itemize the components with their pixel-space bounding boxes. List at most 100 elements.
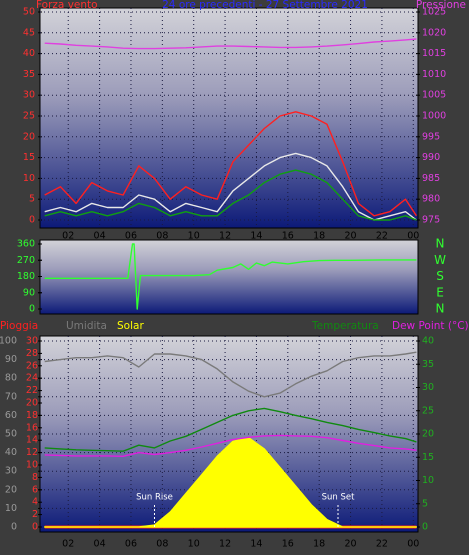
- series-line: [44, 111, 417, 217]
- x-tick-label: 00: [407, 231, 419, 242]
- x-tick-label: 02: [62, 231, 74, 242]
- y-tick-label: 15: [23, 152, 35, 163]
- chart-title: 24 ore precedenti - 27 Settembre 2021: [162, 0, 368, 11]
- x-tick-label: 18: [313, 539, 325, 550]
- y-tick-label: 20: [5, 484, 17, 495]
- y2-tick-label: 1005: [422, 90, 446, 101]
- y3-tick-label: 4: [32, 497, 38, 508]
- y-tick-label: 0: [29, 215, 35, 226]
- annotation-label: Sun Rise: [136, 493, 173, 503]
- y-tick-label: 45: [23, 27, 35, 38]
- y3-tick-label: 28: [26, 348, 38, 359]
- y-tick-label: 30: [5, 466, 17, 477]
- y2-tick-label: 40: [422, 336, 434, 347]
- legend-label: Dew Point (°C): [392, 320, 469, 332]
- y2-tick-label: W: [434, 253, 446, 267]
- y2-tick-label: 980: [422, 194, 440, 205]
- x-tick-label: 10: [188, 231, 200, 242]
- y-tick-label: 180: [17, 271, 35, 282]
- y3-tick-label: 0: [32, 522, 38, 533]
- y-tick-label: 20: [23, 131, 35, 142]
- y-tick-label: 50: [5, 429, 17, 440]
- series-line: [44, 152, 417, 221]
- y-tick-label: 50: [23, 7, 35, 18]
- x-tick-label: 08: [156, 231, 168, 242]
- y2-tick-label: 1020: [422, 27, 446, 38]
- y2-tick-label: E: [436, 285, 444, 299]
- x-tick-label: 22: [376, 539, 388, 550]
- y-tick-label: 100: [0, 336, 17, 347]
- y2-tick-label: 1000: [422, 111, 446, 122]
- legend-label: Umidita: [66, 320, 107, 332]
- y-tick-label: 90: [5, 354, 17, 365]
- y-axis-label: Forza vento: [36, 0, 98, 11]
- y-tick-label: 0: [29, 304, 35, 315]
- x-tick-label: 10: [188, 539, 200, 550]
- x-tick-label: 08: [156, 539, 168, 550]
- y2-tick-label: 975: [422, 215, 440, 226]
- y-tick-label: 270: [17, 255, 35, 266]
- y-tick-label: 40: [23, 48, 35, 59]
- series-line: [44, 434, 417, 457]
- y2-tick-label: N: [436, 302, 445, 316]
- x-tick-label: 12: [219, 231, 231, 242]
- y-tick-label: 25: [23, 111, 35, 122]
- x-tick-label: 06: [125, 539, 137, 550]
- legend-label: Pioggia: [0, 320, 38, 332]
- series-line: [44, 351, 417, 398]
- y2-tick-label: 20: [422, 429, 434, 440]
- y-tick-label: 70: [5, 391, 17, 402]
- series-line: [44, 169, 417, 221]
- x-tick-label: 20: [345, 231, 357, 242]
- y3-tick-label: 6: [32, 484, 38, 495]
- y2-tick-label: 990: [422, 152, 440, 163]
- y-tick-label: 35: [23, 69, 35, 80]
- plot-area: [39, 7, 419, 229]
- x-tick-label: 04: [94, 231, 106, 242]
- y2-tick-label: 0: [422, 522, 428, 533]
- series-line: [44, 243, 417, 310]
- x-tick-label: 16: [282, 231, 294, 242]
- y3-tick-label: 14: [26, 435, 38, 446]
- y-tick-label: 80: [5, 373, 17, 384]
- y2-tick-label: 25: [422, 405, 434, 416]
- y-tick-label: 10: [23, 173, 35, 184]
- y2-tick-label: 1015: [422, 48, 446, 59]
- y2-tick-label: 10: [422, 475, 434, 486]
- y2-tick-label: 1025: [422, 7, 446, 18]
- x-tick-label: 02: [62, 539, 74, 550]
- y2-tick-label: 1010: [422, 69, 446, 80]
- series-line: [44, 38, 417, 50]
- y3-tick-label: 8: [32, 472, 38, 483]
- y3-tick-label: 2: [32, 509, 38, 520]
- y-tick-label: 0: [11, 522, 17, 533]
- x-tick-label: 22: [376, 231, 388, 242]
- y3-tick-label: 20: [26, 398, 38, 409]
- x-tick-label: 20: [345, 539, 357, 550]
- x-tick-label: 14: [250, 231, 262, 242]
- y3-tick-label: 30: [26, 336, 38, 347]
- series-area: [44, 437, 418, 528]
- y-tick-label: 60: [5, 410, 17, 421]
- y2-tick-label: 35: [422, 359, 434, 370]
- x-tick-label: 18: [313, 231, 325, 242]
- annotation-label: Sun Set: [322, 493, 355, 503]
- x-tick-label: 14: [250, 539, 262, 550]
- y2-tick-label: 995: [422, 131, 440, 142]
- y3-tick-label: 16: [26, 422, 38, 433]
- y3-tick-label: 22: [26, 385, 38, 396]
- y2-tick-label: S: [436, 269, 444, 283]
- y3-tick-label: 10: [26, 460, 38, 471]
- y3-tick-label: 12: [26, 447, 38, 458]
- y-tick-label: 90: [23, 287, 35, 298]
- x-tick-label: 04: [94, 539, 106, 550]
- y3-tick-label: 24: [26, 373, 38, 384]
- x-tick-label: 00: [407, 539, 419, 550]
- y-tick-label: 10: [5, 503, 17, 514]
- legend-label: Temperatura: [311, 320, 379, 332]
- y2-tick-label: 30: [422, 382, 434, 393]
- y3-tick-label: 26: [26, 360, 38, 371]
- legend-label: Solar: [117, 320, 144, 332]
